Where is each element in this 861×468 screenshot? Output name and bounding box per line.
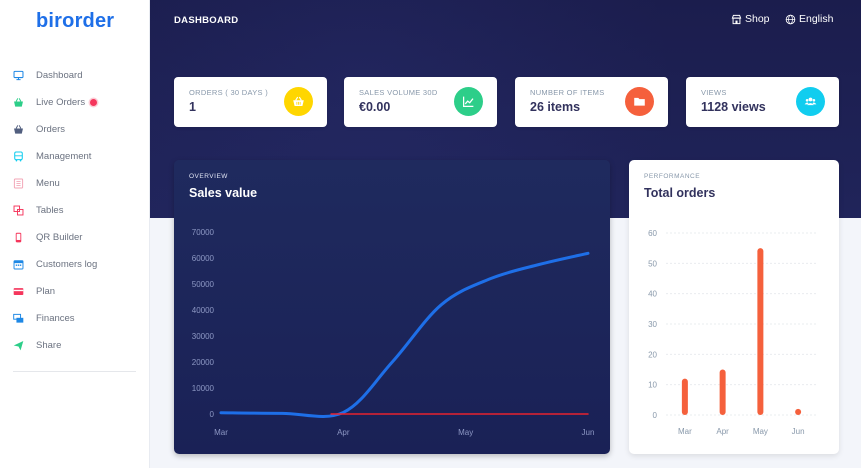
y-tick-label: 0: [653, 411, 658, 420]
y-tick-label: 20: [648, 350, 657, 359]
mobile-icon: [13, 232, 24, 243]
send-icon: [13, 340, 24, 351]
bar: [719, 369, 726, 415]
folder-icon: [625, 87, 654, 116]
list-icon: [13, 178, 24, 189]
sidebar-item-customers-log[interactable]: Customers log: [0, 251, 150, 278]
x-tick-label: May: [753, 427, 768, 436]
monitor-icon: [13, 70, 24, 81]
sidebar: birorder Dashboard Live Orders Orders Manag…: [0, 0, 150, 468]
panel-title: Total orders: [644, 186, 716, 200]
sidebar-item-label: Finances: [36, 313, 75, 324]
stat-label: VIEWS: [701, 88, 727, 97]
stat-label: NUMBER OF ITEMS: [530, 88, 605, 97]
bar: [795, 408, 802, 415]
y-tick-label: 60: [648, 229, 657, 238]
bus-icon: [13, 151, 24, 162]
x-tick-label: Apr: [716, 427, 729, 436]
sales-value-panel: OVERVIEW Sales value 0 10000 20000 30000 400…: [174, 160, 610, 454]
stat-card-items: NUMBER OF ITEMS 26 items: [515, 77, 668, 127]
stat-card-orders: ORDERS ( 30 DAYS ) 1: [174, 77, 327, 127]
sidebar-item-label: Live Orders: [36, 97, 86, 108]
store-icon: [731, 14, 742, 24]
language-selector[interactable]: English: [785, 13, 833, 25]
y-tick-label: 70000: [192, 228, 215, 237]
sidebar-item-label: Menu: [36, 178, 60, 189]
y-tick-label: 60000: [192, 254, 215, 263]
x-tick-label: Apr: [337, 428, 350, 437]
y-tick-label: 10: [648, 381, 657, 390]
live-indicator: [90, 99, 98, 106]
sidebar-item-label: Customers log: [36, 259, 98, 270]
stat-value: 1: [189, 100, 196, 114]
tables-icon: [13, 205, 24, 216]
y-tick-label: 10000: [192, 384, 215, 393]
y-tick-label: 40: [648, 290, 657, 299]
sidebar-item-label: Dashboard: [36, 70, 83, 81]
stat-card-views: VIEWS 1128 views: [686, 77, 839, 127]
shop-label: Shop: [745, 13, 770, 25]
sidebar-item-menu[interactable]: Menu: [0, 170, 150, 197]
x-tick-label: Mar: [678, 427, 692, 436]
x-tick-label: Jun: [582, 428, 595, 437]
sidebar-item-label: Tables: [36, 205, 64, 216]
bar: [681, 378, 688, 415]
sidebar-item-management[interactable]: Management: [0, 143, 150, 170]
stat-label: ORDERS ( 30 DAYS ): [189, 88, 269, 97]
sidebar-item-label: QR Builder: [36, 232, 83, 243]
sidebar-item-share[interactable]: Share: [0, 332, 150, 359]
stat-label: SALES VOLUME 30D: [359, 88, 438, 97]
sidebar-divider: [13, 371, 136, 372]
y-tick-label: 30000: [192, 332, 215, 341]
sidebar-item-tables[interactable]: Tables: [0, 197, 150, 224]
sales-line-chart: 0 10000 20000 30000 40000 50000 60000 70000 Mar A…: [192, 228, 595, 437]
sidebar-item-label: Management: [36, 151, 92, 162]
app-logo[interactable]: birorder: [36, 10, 115, 32]
panel-overline: OVERVIEW: [189, 173, 228, 180]
bar: [757, 248, 764, 415]
sidebar-item-label: Share: [36, 340, 62, 351]
panel-overline: PERFORMANCE: [644, 173, 701, 180]
sidebar-item-live-orders[interactable]: Live Orders: [0, 89, 150, 116]
x-tick-label: Jun: [792, 427, 805, 436]
sidebar-nav: Dashboard Live Orders Orders Management Menu…: [0, 62, 150, 359]
y-tick-label: 30: [648, 320, 657, 329]
stat-value: 1128 views: [701, 100, 766, 114]
sidebar-item-label: Plan: [36, 286, 56, 297]
sidebar-item-orders[interactable]: Orders: [0, 116, 150, 143]
sidebar-item-finances[interactable]: Finances: [0, 305, 150, 332]
y-tick-label: 50: [648, 259, 657, 268]
calendar-icon: [13, 259, 24, 270]
panel-title: Sales value: [189, 186, 258, 200]
x-tick-label: May: [458, 428, 473, 437]
x-tick-label: Mar: [214, 428, 228, 437]
chart-line-icon: [454, 87, 483, 116]
page-title: DASHBOARD: [174, 15, 239, 26]
basket-icon: [13, 97, 24, 108]
credit-card-icon: [13, 286, 24, 297]
sidebar-item-dashboard[interactable]: Dashboard: [0, 62, 150, 89]
stat-value: 26 items: [530, 100, 581, 114]
shop-link[interactable]: Shop: [731, 13, 770, 25]
stat-value: €0.00: [359, 100, 391, 114]
y-tick-label: 20000: [192, 358, 215, 367]
sidebar-item-qr-builder[interactable]: QR Builder: [0, 224, 150, 251]
stat-card-sales: SALES VOLUME 30D €0.00: [344, 77, 497, 127]
y-tick-label: 0: [210, 410, 215, 419]
sidebar-item-label: Orders: [36, 124, 66, 135]
language-label: English: [799, 13, 834, 25]
series-line-0: [219, 251, 590, 418]
sidebar-item-plan[interactable]: Plan: [0, 278, 150, 305]
y-tick-label: 50000: [192, 280, 215, 289]
total-orders-panel: PERFORMANCE Total orders 0 10 20 30 40 50 60 Ma…: [629, 160, 839, 454]
orders-bar-chart: 0 10 20 30 40 50 60 Mar Apr May Jun: [648, 229, 817, 436]
globe-icon: [785, 14, 796, 24]
basket-icon: [284, 87, 313, 116]
basket-icon: [13, 124, 24, 135]
users-icon: [796, 87, 825, 116]
y-tick-label: 40000: [192, 306, 215, 315]
money-icon: [13, 313, 24, 324]
